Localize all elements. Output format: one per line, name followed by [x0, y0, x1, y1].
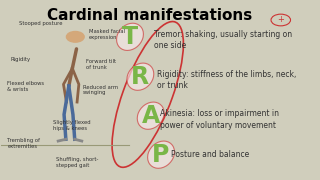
Text: or trunk: or trunk: [156, 81, 188, 90]
Text: one side: one side: [154, 41, 186, 50]
Text: +: +: [277, 15, 284, 24]
Text: Stooped posture: Stooped posture: [19, 21, 63, 26]
Text: Posture and balance: Posture and balance: [172, 150, 250, 159]
Text: P: P: [152, 143, 170, 167]
Text: Trembling of
extremities: Trembling of extremities: [7, 138, 40, 148]
Text: Cardinal manifestations: Cardinal manifestations: [47, 8, 252, 23]
Text: power of voluntary movement: power of voluntary movement: [160, 121, 276, 130]
Circle shape: [67, 31, 84, 42]
Ellipse shape: [116, 23, 143, 50]
Text: R: R: [131, 65, 149, 89]
Ellipse shape: [137, 102, 164, 129]
Text: Shuffling, short-
stepped gait: Shuffling, short- stepped gait: [56, 157, 99, 168]
Text: A: A: [141, 104, 160, 128]
Ellipse shape: [148, 141, 174, 168]
Text: Flexed elbows
& wrists: Flexed elbows & wrists: [7, 81, 44, 92]
Text: Forward tilt
of trunk: Forward tilt of trunk: [86, 59, 116, 70]
Text: Rigidity: Rigidity: [10, 57, 30, 62]
Text: Rigidity: stiffness of the limbs, neck,: Rigidity: stiffness of the limbs, neck,: [156, 70, 296, 79]
Text: Masked facial
expression: Masked facial expression: [89, 29, 124, 40]
Ellipse shape: [127, 63, 154, 90]
Text: Tremor: shaking, usually starting on: Tremor: shaking, usually starting on: [154, 30, 292, 39]
Text: T: T: [122, 25, 138, 49]
Text: Akinesia: loss or impairment in: Akinesia: loss or impairment in: [160, 109, 279, 118]
Text: Reduced arm
swinging: Reduced arm swinging: [83, 85, 118, 95]
Text: Slightly flexed
hips & knees: Slightly flexed hips & knees: [53, 120, 91, 131]
